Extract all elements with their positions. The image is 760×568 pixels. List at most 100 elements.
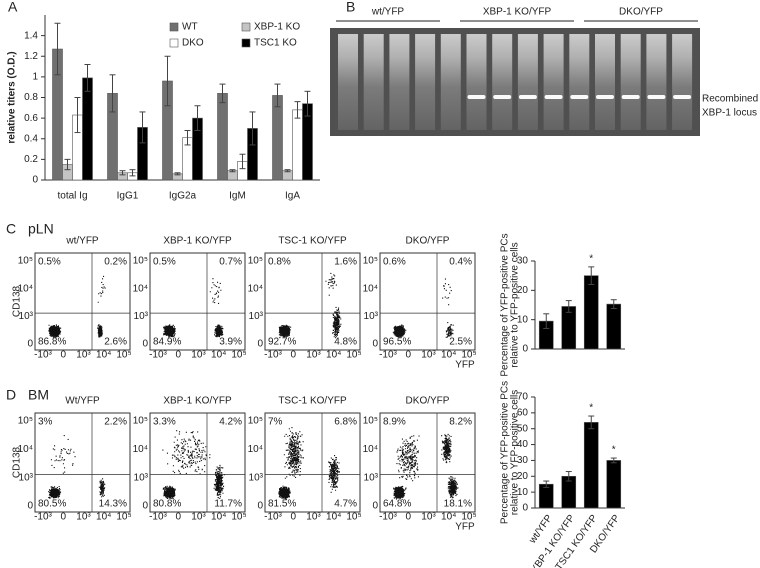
error-bar bbox=[565, 300, 572, 313]
gel-lane bbox=[620, 34, 641, 130]
bar bbox=[606, 460, 622, 509]
quadrant-percent: 0.4% bbox=[449, 257, 472, 268]
y-tick-label: 40 bbox=[517, 439, 529, 450]
flow-events bbox=[393, 433, 459, 500]
flow-x-tick: 10⁴ bbox=[211, 350, 226, 361]
flow-x-tick: 10⁵ bbox=[116, 512, 131, 523]
lane-label: XBP-1 KO/YFP bbox=[483, 7, 552, 18]
flow-y-tick: 0 bbox=[142, 339, 148, 350]
flow-x-tick: 10⁵ bbox=[231, 512, 246, 523]
bar bbox=[272, 95, 283, 181]
band-label: XBP-1 locus bbox=[702, 108, 757, 119]
significance: * bbox=[612, 445, 616, 456]
error-bar bbox=[219, 83, 226, 104]
flow-title: DKO/YFP bbox=[406, 396, 450, 407]
quadrant-percent: 2.6% bbox=[104, 337, 127, 348]
quadrant-percent: 18.1% bbox=[444, 499, 472, 510]
flow-x-tick: 10³ bbox=[191, 512, 206, 523]
quadrant-percent: 1.6% bbox=[334, 257, 357, 268]
flow-x-tick: -10³ bbox=[264, 350, 282, 361]
error-bar bbox=[119, 170, 126, 176]
flow-x-tick: 0 bbox=[60, 512, 66, 523]
quadrant-percent: 64.8% bbox=[383, 499, 411, 510]
bar bbox=[606, 303, 622, 350]
flow-title: XBP-1 KO/YFP bbox=[163, 396, 232, 407]
flow-y-tick: 10⁵ bbox=[248, 416, 263, 427]
y-tick-label: 0.2 bbox=[24, 154, 38, 165]
bar bbox=[583, 275, 599, 350]
bar bbox=[82, 77, 93, 181]
quadrant-percent: 0.8% bbox=[268, 257, 291, 268]
y-axis-label: relative to YFP-positive cells bbox=[510, 242, 521, 367]
flow-x-tick: 10³ bbox=[191, 350, 206, 361]
flow-x-tick: 10⁴ bbox=[441, 512, 456, 523]
gel-lane bbox=[646, 34, 667, 130]
flow-x-tick: 0 bbox=[405, 512, 411, 523]
flow-y-tick: 10³ bbox=[134, 472, 149, 483]
flow-x-tick: -10³ bbox=[379, 512, 397, 523]
flow-y-label: CD138 bbox=[12, 286, 23, 318]
quadrant-percent: 92.7% bbox=[268, 337, 296, 348]
flow-x-tick: 0 bbox=[290, 512, 296, 523]
flow-frame bbox=[149, 252, 246, 351]
error-bar bbox=[588, 266, 595, 285]
flow-x-tick: 10³ bbox=[306, 512, 321, 523]
flow-x-tick: 10³ bbox=[76, 512, 91, 523]
flow-y-tick: 10³ bbox=[19, 472, 34, 483]
flow-events bbox=[392, 278, 454, 338]
legend-swatch bbox=[169, 22, 179, 32]
gel-lane bbox=[595, 34, 615, 130]
error-bar bbox=[610, 299, 617, 310]
significance: * bbox=[589, 254, 593, 265]
flow-y-tick: 10³ bbox=[249, 311, 264, 322]
error-bar bbox=[588, 415, 595, 430]
x-tick-label: IgM bbox=[229, 191, 246, 202]
quadrant-percent: 0.2% bbox=[104, 257, 127, 268]
gel-lane bbox=[569, 34, 590, 130]
flow-events bbox=[163, 278, 224, 338]
bar bbox=[217, 93, 228, 181]
flow-y-tick: 0 bbox=[27, 501, 33, 512]
flow-title: DKO/YFP bbox=[406, 236, 450, 247]
flow-y-tick: 10³ bbox=[364, 311, 379, 322]
gel-lane bbox=[517, 34, 538, 130]
gel-band bbox=[467, 95, 486, 99]
y-tick-label: 0.6 bbox=[24, 113, 38, 124]
quadrant-percent: 3.3% bbox=[153, 417, 176, 428]
quadrant-percent: 2.2% bbox=[104, 417, 127, 428]
quadrant-percent: 86.8% bbox=[38, 337, 66, 348]
flow-y-tick: 10⁵ bbox=[133, 416, 148, 427]
error-bar bbox=[543, 480, 550, 488]
band-label: Recombined bbox=[702, 94, 758, 105]
y-tick-label: 20 bbox=[517, 285, 529, 296]
flow-plot: TSC-1 KO/YFP 0.8% 1.6% 92.7% 4.8% 10⁵ 10⁴ 10³ 0-… bbox=[248, 236, 362, 361]
quadrant-percent: 0.7% bbox=[219, 257, 242, 268]
gel-band bbox=[518, 95, 537, 99]
gel-lane bbox=[466, 34, 487, 130]
error-bar bbox=[84, 64, 91, 92]
flow-frame bbox=[264, 412, 361, 513]
quadrant-percent: 14.3% bbox=[99, 499, 127, 510]
gel-band bbox=[493, 95, 512, 99]
gel: wt/YFP XBP-1 KO/YFP DKO/YFP Recombined X… bbox=[330, 7, 758, 136]
y-tick-label: 0.8 bbox=[24, 92, 38, 103]
quadrant-percent: 11.7% bbox=[214, 499, 242, 510]
tissue-label: pLN bbox=[28, 221, 54, 237]
quadrant-percent: 0.5% bbox=[153, 257, 176, 268]
flow-x-tick: 10³ bbox=[421, 512, 436, 523]
quadrant-percent: 3.9% bbox=[219, 337, 242, 348]
y-tick-label: 10 bbox=[517, 314, 529, 325]
flow-x-tick: 10⁴ bbox=[211, 512, 226, 523]
quadrant-percent: 6.8% bbox=[334, 417, 357, 428]
flow-y-tick: 10³ bbox=[19, 311, 34, 322]
flow-y-tick: 10³ bbox=[249, 472, 264, 483]
y-tick-label: 0 bbox=[522, 503, 528, 514]
quadrant-percent: 80.5% bbox=[38, 499, 66, 510]
flow-y-tick: 10⁵ bbox=[363, 416, 378, 427]
y-tick-label: 50 bbox=[517, 423, 529, 434]
y-tick-label: 30 bbox=[517, 256, 529, 267]
y-tick-label: 0 bbox=[522, 344, 528, 355]
flow-y-tick: 10⁵ bbox=[18, 416, 33, 427]
